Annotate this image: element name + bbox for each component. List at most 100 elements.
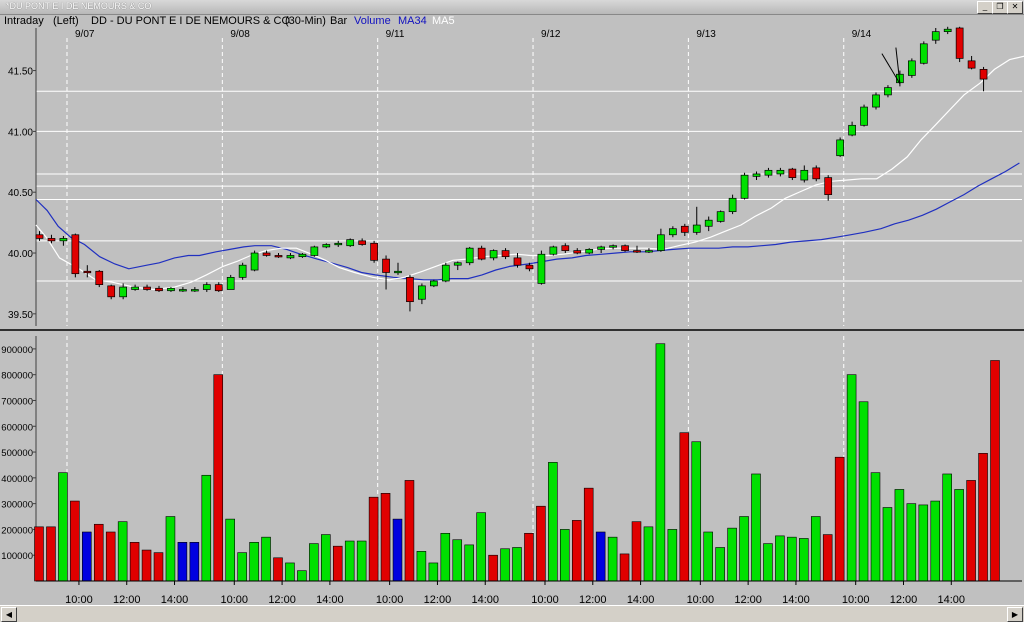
volume-bar [237, 552, 247, 582]
volume-tick-label: 500000 [1, 448, 33, 459]
candle-body [489, 250, 498, 259]
candle [465, 246, 474, 266]
volume-y-axis: 100000 200000 300000 400000 500000 600000 7000… [1, 336, 37, 581]
volume-bar [105, 531, 116, 582]
candle-body [692, 224, 701, 233]
volume-bar [332, 545, 343, 582]
candle-body [561, 245, 570, 251]
time-tick-label: 14:00 [471, 594, 499, 606]
candle [501, 248, 510, 260]
candle [692, 206, 701, 235]
candle [597, 245, 606, 254]
price-tick-label: 41.50 [8, 67, 33, 78]
candle [167, 287, 175, 292]
volume-legend: Volume [354, 15, 391, 27]
candle [95, 270, 104, 288]
candle-body [406, 276, 414, 303]
volume-bar [691, 441, 702, 582]
candle [310, 245, 319, 257]
candlestick-series [35, 26, 988, 312]
candle-body [465, 247, 474, 264]
volume-bar [201, 474, 212, 582]
candle-body [107, 285, 116, 298]
time-tick-label: 12:00 [268, 594, 296, 606]
volume-tick-label: 600000 [1, 422, 33, 433]
candle [453, 261, 462, 271]
candle [358, 238, 366, 246]
restore-button[interactable]: ❐ [992, 1, 1008, 14]
day-label: 9/12 [541, 29, 561, 40]
annotation-arrow-right [895, 47, 901, 84]
volume-bar [249, 542, 259, 582]
period-label: (30-Min) [285, 15, 326, 27]
time-tick-label: 14:00 [938, 594, 966, 606]
candle [812, 165, 821, 182]
candle [226, 274, 235, 290]
candle-body [967, 60, 976, 69]
candle [860, 104, 868, 127]
candle [143, 284, 151, 291]
candle-body [214, 284, 223, 292]
volume-bar [225, 518, 235, 582]
candle [836, 137, 845, 157]
candle [202, 282, 211, 292]
candle-body [633, 250, 641, 253]
candle [776, 167, 785, 177]
candle [382, 255, 390, 290]
scroll-left-button[interactable]: ◀ [1, 607, 17, 622]
volume-bar [416, 551, 427, 582]
ma5-line [35, 55, 1024, 291]
close-button[interactable]: ✕ [1007, 1, 1023, 14]
volume-bar [464, 544, 474, 582]
annotation-arrow-left [881, 53, 901, 84]
candle-body [346, 239, 355, 247]
volume-bar [368, 496, 379, 582]
candle-body [704, 219, 713, 227]
candle-body [47, 238, 56, 242]
candle-body [680, 225, 689, 233]
candle [406, 274, 414, 312]
candle-body [872, 94, 880, 108]
volume-bar [918, 504, 929, 582]
candle [764, 167, 773, 178]
volume-bar [751, 473, 761, 582]
price-tick-label: 41.00 [8, 127, 33, 138]
candle-body [716, 211, 725, 222]
volume-bar [787, 536, 797, 582]
time-x-axis: 10:00 12:00 14:00 10:00 12:00 14:00 10:00 12:00… [65, 581, 965, 606]
volume-bar [679, 432, 690, 582]
candle [298, 253, 307, 258]
interval-label[interactable]: Intraday [4, 15, 44, 27]
volume-bar [261, 536, 271, 582]
candle [979, 66, 988, 92]
candle-body [836, 139, 845, 157]
candle [716, 210, 725, 223]
candle [752, 171, 761, 181]
candle-body [167, 287, 175, 292]
candle-body [322, 244, 331, 248]
candle-body [609, 245, 617, 248]
volume-bar [870, 472, 881, 582]
volume-bar [715, 547, 725, 582]
volume-bar [70, 500, 80, 582]
style-label: Bar [330, 15, 348, 27]
candle-body [776, 169, 785, 175]
candle-body [884, 87, 892, 96]
candle-body [441, 264, 450, 282]
horizontal-scrollbar[interactable]: ◀ ▶ [0, 605, 1024, 622]
candle-body [370, 242, 378, 261]
volume-bar [942, 473, 952, 582]
minimize-button[interactable]: _ [977, 1, 993, 14]
candle-body [179, 289, 187, 292]
candle [238, 262, 247, 280]
candle-body [955, 27, 964, 59]
candle-body [848, 124, 856, 136]
candle-body [919, 43, 928, 64]
candle-body [979, 69, 988, 80]
ma5-line-layer [35, 55, 1024, 291]
time-tick-label: 14:00 [161, 594, 189, 606]
scroll-right-button[interactable]: ▶ [1007, 607, 1023, 622]
time-tick-label: 12:00 [424, 594, 452, 606]
candle [286, 253, 295, 260]
